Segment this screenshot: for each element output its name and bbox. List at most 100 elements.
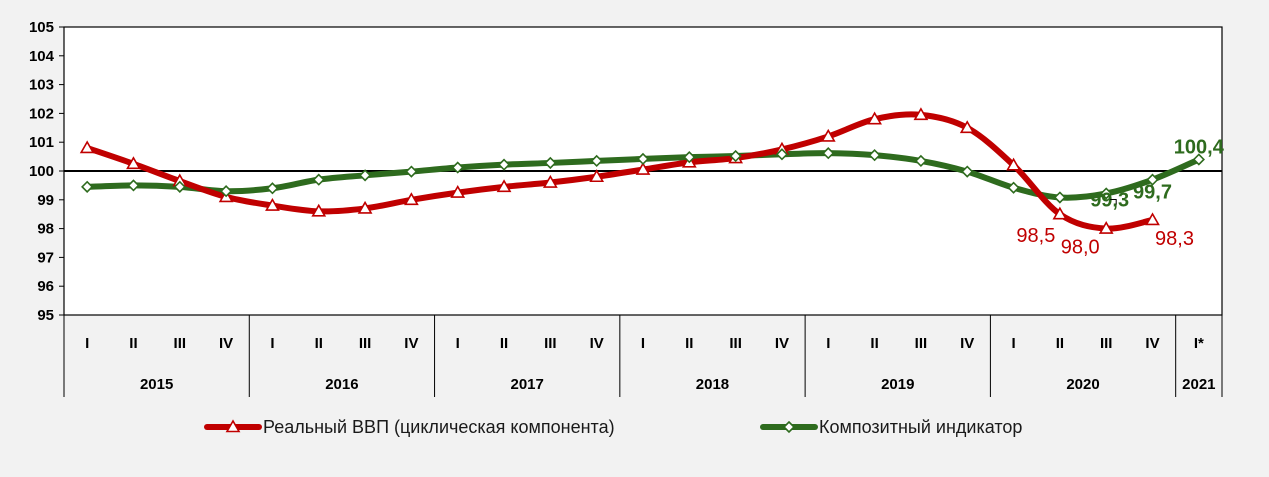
composite-point-marker bbox=[822, 147, 835, 160]
composite-point-marker bbox=[961, 165, 974, 178]
composite-point-marker bbox=[266, 182, 279, 195]
x-year-label: 2015 bbox=[140, 376, 173, 393]
x-quarter-label: III bbox=[544, 335, 557, 352]
composite-point-marker bbox=[729, 149, 742, 163]
x-quarter-label: II bbox=[500, 335, 508, 352]
x-quarter-label: III bbox=[174, 335, 187, 352]
x-year-label: 2020 bbox=[1066, 376, 1099, 393]
gdp-point-marker bbox=[635, 161, 651, 175]
x-year-label: 2017 bbox=[511, 376, 544, 393]
x-year-label: 2019 bbox=[881, 376, 914, 393]
composite-point-marker bbox=[173, 180, 186, 193]
x-quarter-label: IV bbox=[404, 335, 418, 352]
composite-point-marker bbox=[775, 148, 789, 161]
gdp-point-marker bbox=[126, 156, 141, 170]
y-tick-label: 101 bbox=[29, 134, 54, 151]
y-tick-label: 98 bbox=[37, 221, 54, 238]
composite-point-marker bbox=[590, 154, 603, 168]
gdp-point-marker bbox=[820, 128, 836, 142]
x-quarter-label: II bbox=[1056, 335, 1064, 352]
y-tick-label: 104 bbox=[29, 48, 55, 65]
data-label: 98,3 bbox=[1155, 228, 1194, 250]
gdp-point-marker bbox=[496, 179, 512, 193]
x-quarter-label: I bbox=[1011, 335, 1015, 352]
composite-point-marker bbox=[405, 165, 418, 178]
data-label: 100,4 bbox=[1174, 136, 1225, 158]
composite-point-marker bbox=[219, 185, 233, 198]
x-quarter-label: IV bbox=[775, 335, 789, 352]
legend-label: Реальный ВВП (циклическая компонента) bbox=[263, 417, 615, 437]
x-quarter-label: IV bbox=[590, 335, 604, 352]
data-labels: 98,5 98,0 98,3 99,3 99,7 100,4 bbox=[1016, 136, 1224, 258]
x-quarter-label: IV bbox=[1145, 335, 1159, 352]
series-markers bbox=[79, 107, 1205, 234]
x-quarter-label: II bbox=[685, 335, 693, 352]
gdp-point-marker bbox=[404, 192, 419, 206]
gdp-point-marker bbox=[959, 120, 975, 134]
x-year-label: 2016 bbox=[325, 376, 358, 393]
x-quarter-label: III bbox=[915, 335, 928, 352]
y-tick-label: 102 bbox=[29, 105, 54, 122]
data-label: 99,7 bbox=[1133, 182, 1172, 204]
gdp-point-marker bbox=[1098, 220, 1114, 234]
x-quarter-label: III bbox=[359, 335, 372, 352]
x-quarter-label: II bbox=[870, 335, 878, 352]
composite-point-marker bbox=[451, 161, 464, 174]
x-quarter-label: III bbox=[1100, 335, 1113, 352]
x-axis: I II III IV I II III IV I II III IV I II III IV I II III IV… bbox=[63, 315, 1223, 397]
x-quarter-label: II bbox=[129, 335, 137, 352]
y-tick-label: 95 bbox=[37, 307, 54, 324]
gdp-point-marker bbox=[589, 169, 605, 183]
x-quarter-label: I bbox=[270, 335, 274, 352]
gdp-point-marker bbox=[1145, 212, 1160, 226]
gdp-point-marker bbox=[357, 200, 373, 214]
y-tick-label: 103 bbox=[29, 77, 54, 94]
y-tick-label: 100 bbox=[29, 163, 54, 180]
gdp-point-marker bbox=[450, 184, 466, 198]
composite-point-marker bbox=[1053, 191, 1067, 204]
composite-point-marker bbox=[1146, 173, 1159, 186]
x-year-label: 2018 bbox=[696, 376, 729, 393]
x-quarter-label: III bbox=[729, 335, 742, 352]
composite-point-marker bbox=[1100, 187, 1113, 200]
x-quarter-label: IV bbox=[219, 335, 233, 352]
y-tick-label: 99 bbox=[37, 192, 54, 209]
gdp-point-marker bbox=[1006, 157, 1021, 171]
data-label: 99,3 bbox=[1090, 189, 1129, 211]
y-tick-label: 96 bbox=[37, 278, 54, 295]
composite-point-marker bbox=[683, 151, 696, 164]
composite-point-marker bbox=[1007, 181, 1020, 194]
data-label: 98,0 bbox=[1061, 237, 1100, 259]
composite-point-marker bbox=[1192, 153, 1205, 166]
gdp-point-marker bbox=[1052, 206, 1068, 220]
x-quarter-label: I bbox=[826, 335, 830, 352]
gdp-point-marker bbox=[79, 140, 95, 154]
data-label-leader bbox=[1110, 198, 1117, 205]
x-quarter-label: I bbox=[456, 335, 460, 352]
composite-point-marker bbox=[358, 169, 372, 182]
composite-point-marker bbox=[312, 173, 325, 186]
x-year-label: 2021 bbox=[1182, 376, 1215, 393]
legend-label: Композитный индикатор bbox=[819, 417, 1022, 437]
x-quarter-label: I bbox=[85, 335, 89, 352]
y-axis: 95 96 97 98 99 100 101 102 103 104 105 bbox=[29, 19, 64, 324]
gdp-point-marker bbox=[542, 174, 558, 188]
legend-swatch-marker bbox=[782, 420, 796, 434]
data-label: 98,5 bbox=[1016, 225, 1055, 247]
gdp-point-marker bbox=[311, 203, 327, 217]
composite-point-marker bbox=[544, 156, 557, 170]
gdp-point-marker bbox=[867, 111, 882, 125]
legend: Реальный ВВП (циклическая компонента) Ком… bbox=[204, 417, 1022, 437]
x-quarter-label: I bbox=[641, 335, 645, 352]
composite-point-marker bbox=[497, 158, 511, 171]
gdp-point-marker bbox=[265, 197, 280, 211]
x-quarter-label: IV bbox=[960, 335, 974, 352]
legend-swatch-marker bbox=[225, 419, 241, 433]
gdp-point-marker bbox=[913, 107, 929, 121]
x-quarter-label: I* bbox=[1194, 335, 1204, 352]
y-tick-label: 97 bbox=[37, 249, 54, 266]
composite-point-marker bbox=[914, 154, 928, 168]
composite-point-marker bbox=[81, 180, 94, 193]
